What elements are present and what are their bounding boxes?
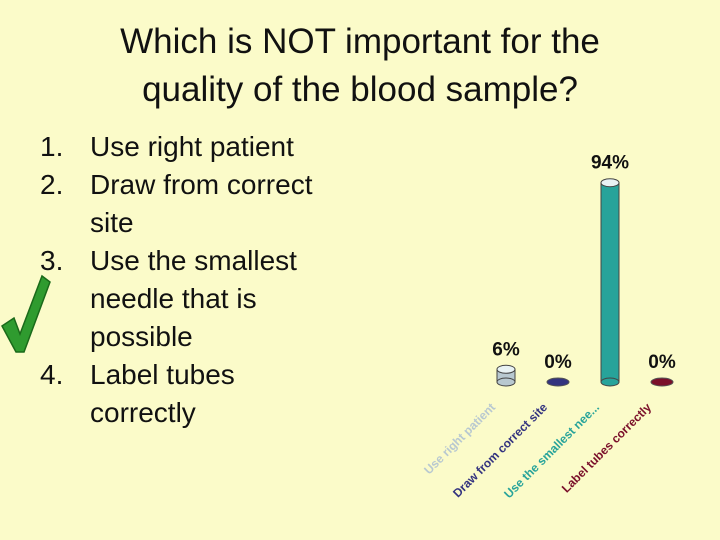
answer-options: 1. Use right patient 2. Draw from correc… <box>40 128 370 432</box>
category-label: Use the smallest nee... <box>501 400 602 501</box>
option-number: 4. <box>40 359 64 390</box>
option-text: Use the smallest <box>90 245 297 276</box>
option-text: site <box>90 207 134 238</box>
bar-value-label: 6% <box>492 339 520 360</box>
option-text: needle that is <box>90 283 257 314</box>
bar-4 <box>650 377 674 387</box>
answer-option-4: 4. Label tubes correctly <box>40 356 370 432</box>
answer-option-3: 3. Use the smallest needle that is possi… <box>40 242 370 356</box>
bar-3 <box>600 178 620 387</box>
chart-data-labels: 6% 0% 94% 0% <box>492 153 676 373</box>
category-label: Draw from correct site <box>450 400 550 500</box>
slide-title-line-1: Which is NOT important for the <box>120 22 600 61</box>
option-text: Label tubes <box>90 359 235 390</box>
option-number: 3. <box>40 245 64 276</box>
answer-option-2: 2. Draw from correct site <box>40 166 370 242</box>
bar-value-label: 0% <box>648 352 676 373</box>
option-text: correctly <box>90 397 196 428</box>
chart-bars <box>496 178 674 387</box>
slide-title-line-2: quality of the blood sample? <box>142 70 578 109</box>
answer-option-1: 1. Use right patient <box>40 128 370 166</box>
option-text: possible <box>90 321 193 352</box>
bar-value-label: 94% <box>591 153 629 174</box>
option-text: Draw from correct <box>90 169 313 200</box>
category-label: Label tubes correctly <box>559 400 654 495</box>
bar-value-label: 0% <box>544 352 572 373</box>
bar-2 <box>546 377 570 387</box>
checkmark-icon <box>1 274 51 353</box>
bar-1 <box>496 364 516 387</box>
option-number: 1. <box>40 131 64 162</box>
slide-title: Which is NOT important for the quality o… <box>0 18 720 114</box>
option-text: Use right patient <box>90 131 294 162</box>
option-number: 2. <box>40 169 64 200</box>
